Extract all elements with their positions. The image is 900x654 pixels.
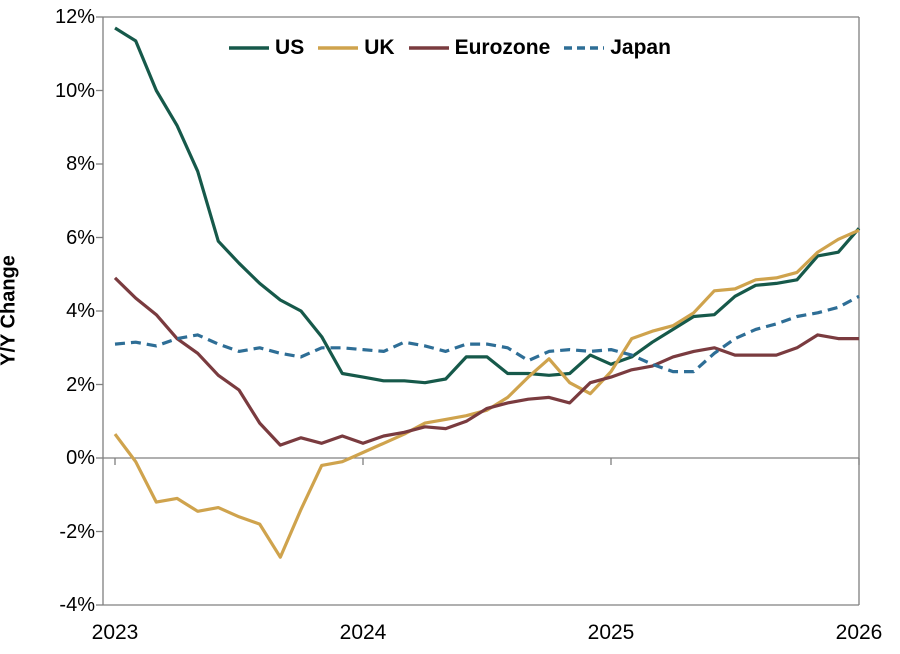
x-tick-label: 2025: [587, 621, 635, 644]
y-tick-label: 2%: [66, 373, 95, 396]
x-tick-label: 2023: [91, 621, 139, 644]
y-tick-label: 0%: [66, 447, 95, 469]
series-lines: [113, 26, 861, 559]
legend-label-japan: Japan: [610, 36, 671, 59]
legend-label-uk: UK: [364, 36, 395, 59]
legend-swatch-uk: [318, 46, 359, 50]
series-line-us: [114, 26, 861, 385]
legend-swatch-us: [229, 46, 270, 50]
series-line-uk: [113, 228, 860, 559]
x-tick-label: 2026: [835, 621, 883, 644]
axis-ticks: [96, 16, 860, 606]
legend-swatch-japan: [564, 46, 605, 50]
series-line-japan: [114, 294, 860, 374]
x-tick-label: 2024: [339, 621, 387, 644]
y-axis-title: Y/Y Change: [0, 255, 20, 366]
y-tick-label: 6%: [66, 226, 95, 249]
y-tick-label: 10%: [54, 79, 95, 102]
y-tick-label: -4%: [59, 594, 95, 616]
series-line-eurozone: [113, 276, 859, 447]
legend-item-japan: Japan: [564, 36, 671, 60]
plot-frame: [102, 16, 860, 606]
chart-legend: US UK Eurozone Japan: [0, 36, 900, 60]
legend-item-us: US: [229, 36, 304, 60]
legend-swatch-eurozone: [408, 46, 449, 50]
legend-label-eurozone: Eurozone: [454, 36, 551, 59]
y-tick-label: 8%: [66, 153, 95, 175]
legend-item-eurozone: Eurozone: [408, 36, 551, 60]
legend-label-us: US: [275, 36, 305, 59]
legend-item-uk: UK: [318, 36, 395, 60]
y-tick-label: 4%: [66, 300, 95, 322]
y-tick-label: -2%: [59, 520, 95, 543]
y-tick-label: 12%: [54, 6, 95, 28]
